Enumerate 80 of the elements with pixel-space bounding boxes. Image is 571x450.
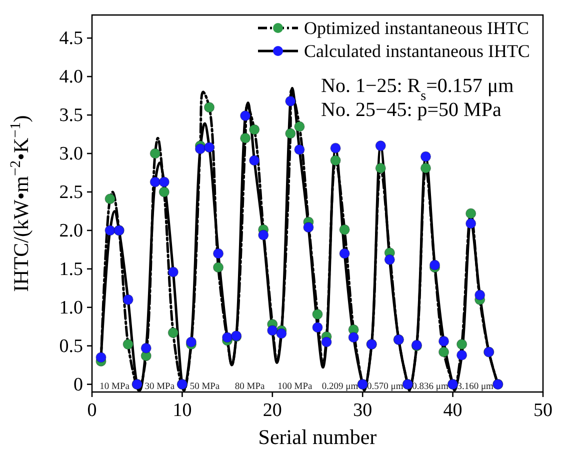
point bbox=[222, 332, 233, 343]
y-tick-label: 0.5 bbox=[59, 336, 83, 357]
point bbox=[339, 224, 350, 235]
point bbox=[240, 132, 251, 144]
point bbox=[267, 325, 278, 336]
point bbox=[339, 248, 350, 259]
point bbox=[158, 186, 170, 198]
point bbox=[122, 339, 134, 350]
annotation: 0.570 μm bbox=[367, 382, 404, 392]
point bbox=[204, 142, 215, 153]
x-tick-label: 20 bbox=[262, 400, 282, 421]
annotation: 0.209 μm bbox=[322, 382, 359, 392]
point bbox=[122, 294, 134, 305]
point bbox=[420, 162, 432, 174]
point bbox=[140, 342, 152, 354]
point bbox=[375, 140, 386, 152]
point bbox=[375, 162, 386, 174]
annotation: 30 MPa bbox=[144, 382, 176, 392]
y-tick-label: 2.5 bbox=[59, 182, 83, 203]
x-tick-label: 30 bbox=[353, 400, 372, 421]
y-tick-label: 0 bbox=[74, 374, 83, 396]
point bbox=[104, 225, 116, 236]
point bbox=[456, 350, 468, 360]
y-tick-label: 3.5 bbox=[59, 105, 83, 126]
point bbox=[420, 151, 432, 162]
x-tick-label: 10 bbox=[172, 400, 192, 421]
y-tick-label: 3.0 bbox=[59, 143, 83, 164]
point bbox=[474, 290, 486, 300]
annotation: 3.160 μm bbox=[457, 382, 494, 392]
point bbox=[466, 208, 476, 219]
point bbox=[285, 128, 296, 139]
point bbox=[330, 142, 341, 154]
point bbox=[150, 148, 160, 159]
point bbox=[330, 155, 341, 166]
point bbox=[276, 328, 287, 339]
point bbox=[212, 248, 224, 259]
point bbox=[429, 260, 440, 270]
annotation: 80 MPa bbox=[234, 382, 266, 392]
y-tick-label: 1.5 bbox=[59, 258, 83, 280]
point bbox=[285, 96, 296, 106]
point bbox=[104, 194, 116, 204]
x-tick-label: 0 bbox=[87, 400, 97, 421]
y-tick-label: 4.0 bbox=[59, 66, 83, 88]
point bbox=[96, 352, 106, 363]
point bbox=[168, 266, 178, 278]
point bbox=[186, 336, 197, 348]
point bbox=[150, 176, 160, 188]
point bbox=[456, 339, 468, 350]
point bbox=[466, 218, 476, 229]
point bbox=[258, 230, 269, 240]
annotation: 50 MPa bbox=[190, 382, 220, 392]
point bbox=[168, 327, 178, 338]
y-tick-label: 4.5 bbox=[59, 28, 83, 50]
point bbox=[294, 144, 305, 155]
point bbox=[348, 332, 359, 343]
x-tick-label: 40 bbox=[443, 400, 462, 421]
point bbox=[212, 262, 224, 273]
point bbox=[438, 336, 450, 347]
x-axis-title: Serial number bbox=[258, 425, 377, 449]
point bbox=[303, 222, 314, 233]
point bbox=[194, 144, 206, 154]
point bbox=[204, 102, 215, 113]
point bbox=[294, 121, 305, 132]
point bbox=[240, 110, 251, 122]
point bbox=[312, 308, 323, 320]
annotation: 0.836 μm bbox=[412, 382, 449, 392]
point bbox=[438, 346, 450, 358]
annotation: 100 MPa bbox=[278, 382, 314, 392]
x-tick-label: 50 bbox=[534, 400, 552, 421]
point bbox=[321, 336, 332, 348]
point bbox=[384, 254, 395, 265]
point bbox=[249, 155, 260, 166]
point bbox=[158, 176, 170, 188]
point bbox=[249, 124, 260, 135]
annotation: 10 MPa bbox=[100, 382, 130, 392]
y-tick-label: 1.0 bbox=[59, 297, 83, 318]
legend-label: Optimized instantaneous IHTC bbox=[304, 18, 529, 38]
legend-label: Calculated instantaneous IHTC bbox=[304, 41, 530, 61]
y-tick-label: 2.0 bbox=[59, 220, 83, 242]
point bbox=[312, 322, 323, 333]
